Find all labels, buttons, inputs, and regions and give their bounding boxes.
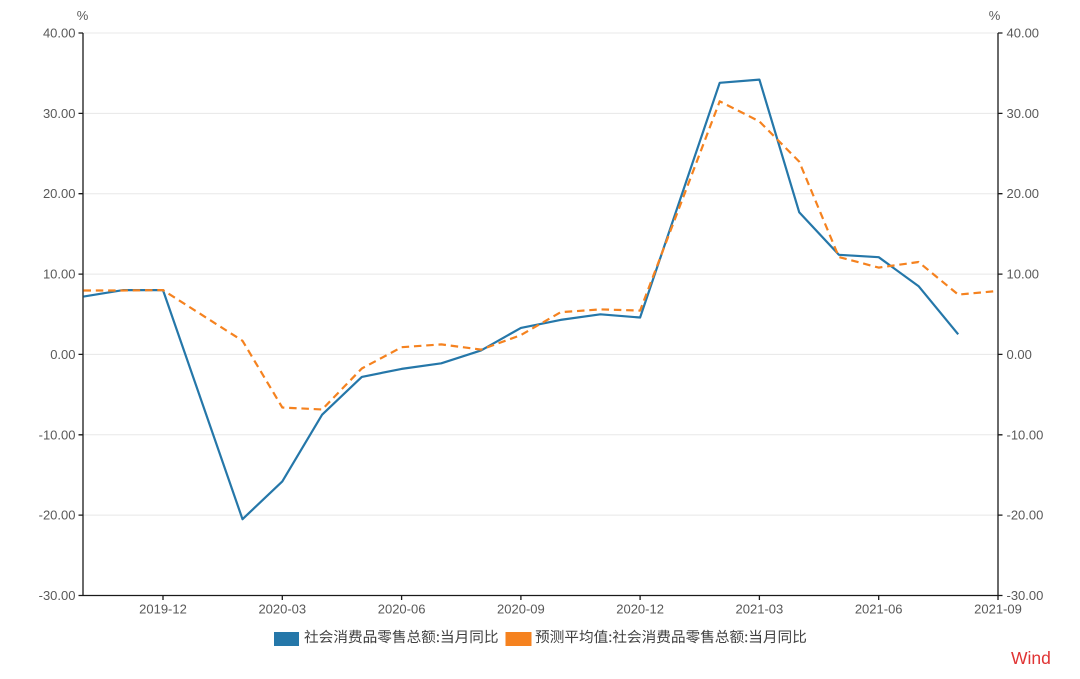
svg-text:%: % <box>989 8 1001 23</box>
svg-text:20.00: 20.00 <box>1007 186 1040 201</box>
svg-text:-20.00: -20.00 <box>39 508 76 523</box>
svg-text:2021-03: 2021-03 <box>736 602 784 617</box>
svg-text:-30.00: -30.00 <box>1007 588 1044 603</box>
svg-text:10.00: 10.00 <box>43 267 76 282</box>
svg-text:30.00: 30.00 <box>1007 106 1040 121</box>
svg-text:40.00: 40.00 <box>43 26 76 41</box>
svg-text:-20.00: -20.00 <box>1007 508 1044 523</box>
svg-text:30.00: 30.00 <box>43 106 76 121</box>
svg-text:-30.00: -30.00 <box>39 588 76 603</box>
svg-text:2020-06: 2020-06 <box>378 602 426 617</box>
svg-text:10.00: 10.00 <box>1007 267 1040 282</box>
svg-text:%: % <box>77 8 89 23</box>
svg-text:Wind: Wind <box>1011 648 1051 668</box>
svg-text:-10.00: -10.00 <box>39 427 76 442</box>
svg-text:2019-12: 2019-12 <box>139 602 187 617</box>
svg-text:40.00: 40.00 <box>1007 26 1040 41</box>
svg-text:2020-03: 2020-03 <box>258 602 306 617</box>
svg-text:20.00: 20.00 <box>43 186 76 201</box>
svg-text:-10.00: -10.00 <box>1007 427 1044 442</box>
svg-text:2020-12: 2020-12 <box>616 602 664 617</box>
svg-text:2021-09: 2021-09 <box>974 602 1022 617</box>
svg-text:0.00: 0.00 <box>50 347 75 362</box>
svg-text:2021-06: 2021-06 <box>855 602 903 617</box>
svg-text:2020-09: 2020-09 <box>497 602 545 617</box>
svg-text:0.00: 0.00 <box>1007 347 1032 362</box>
